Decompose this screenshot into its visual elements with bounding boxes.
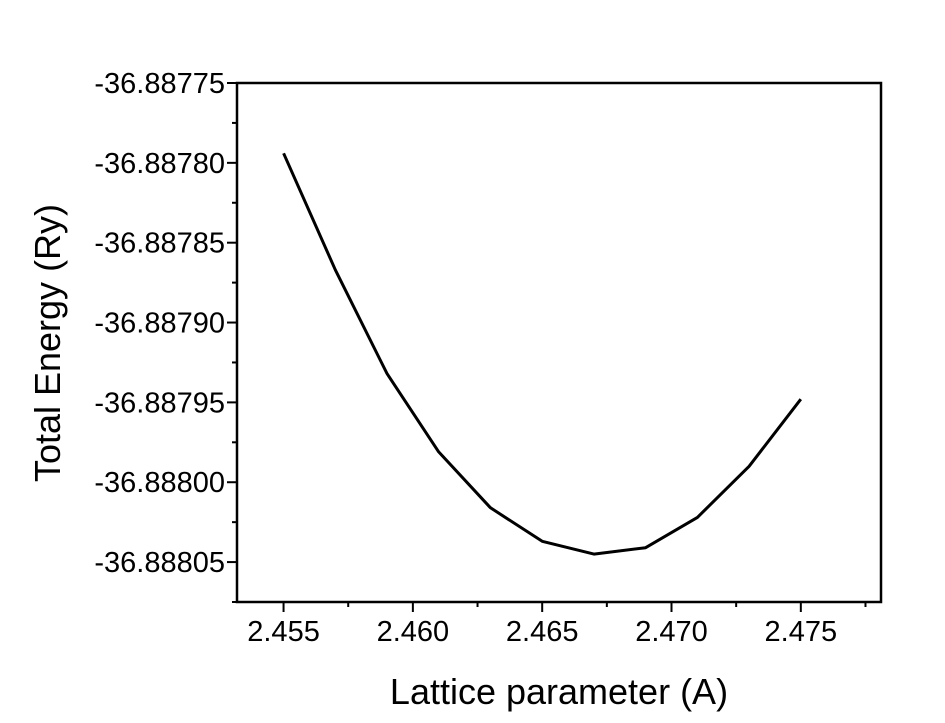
y-tick-label: -36.88795 (94, 387, 225, 419)
x-axis-ticks: 2.455 2.460 2.465 2.470 2.475 (247, 602, 867, 648)
x-tick-label: 2.470 (635, 616, 708, 648)
energy-curve (282, 152, 802, 556)
y-tick-label: -36.88785 (94, 228, 225, 260)
x-axis-title: Lattice parameter (A) (390, 671, 728, 712)
y-tick-label: -36.88790 (94, 308, 225, 340)
y-axis-ticks: -36.88775 -36.88780 -36.88785 -36.88790 -36.… (94, 68, 237, 603)
series-layer (282, 152, 802, 556)
x-tick-label: 2.455 (247, 616, 320, 648)
y-tick-label: -36.88780 (94, 148, 225, 180)
x-tick-label: 2.475 (765, 616, 838, 648)
x-tick-label: 2.460 (377, 616, 450, 648)
y-tick-label: -36.88775 (94, 68, 225, 100)
y-tick-label: -36.88800 (94, 467, 225, 499)
y-axis-title: Total Energy (Ry) (27, 204, 68, 482)
x-tick-label: 2.465 (506, 616, 579, 648)
y-tick-label: -36.88805 (94, 547, 225, 579)
plot-frame (235, 81, 883, 604)
